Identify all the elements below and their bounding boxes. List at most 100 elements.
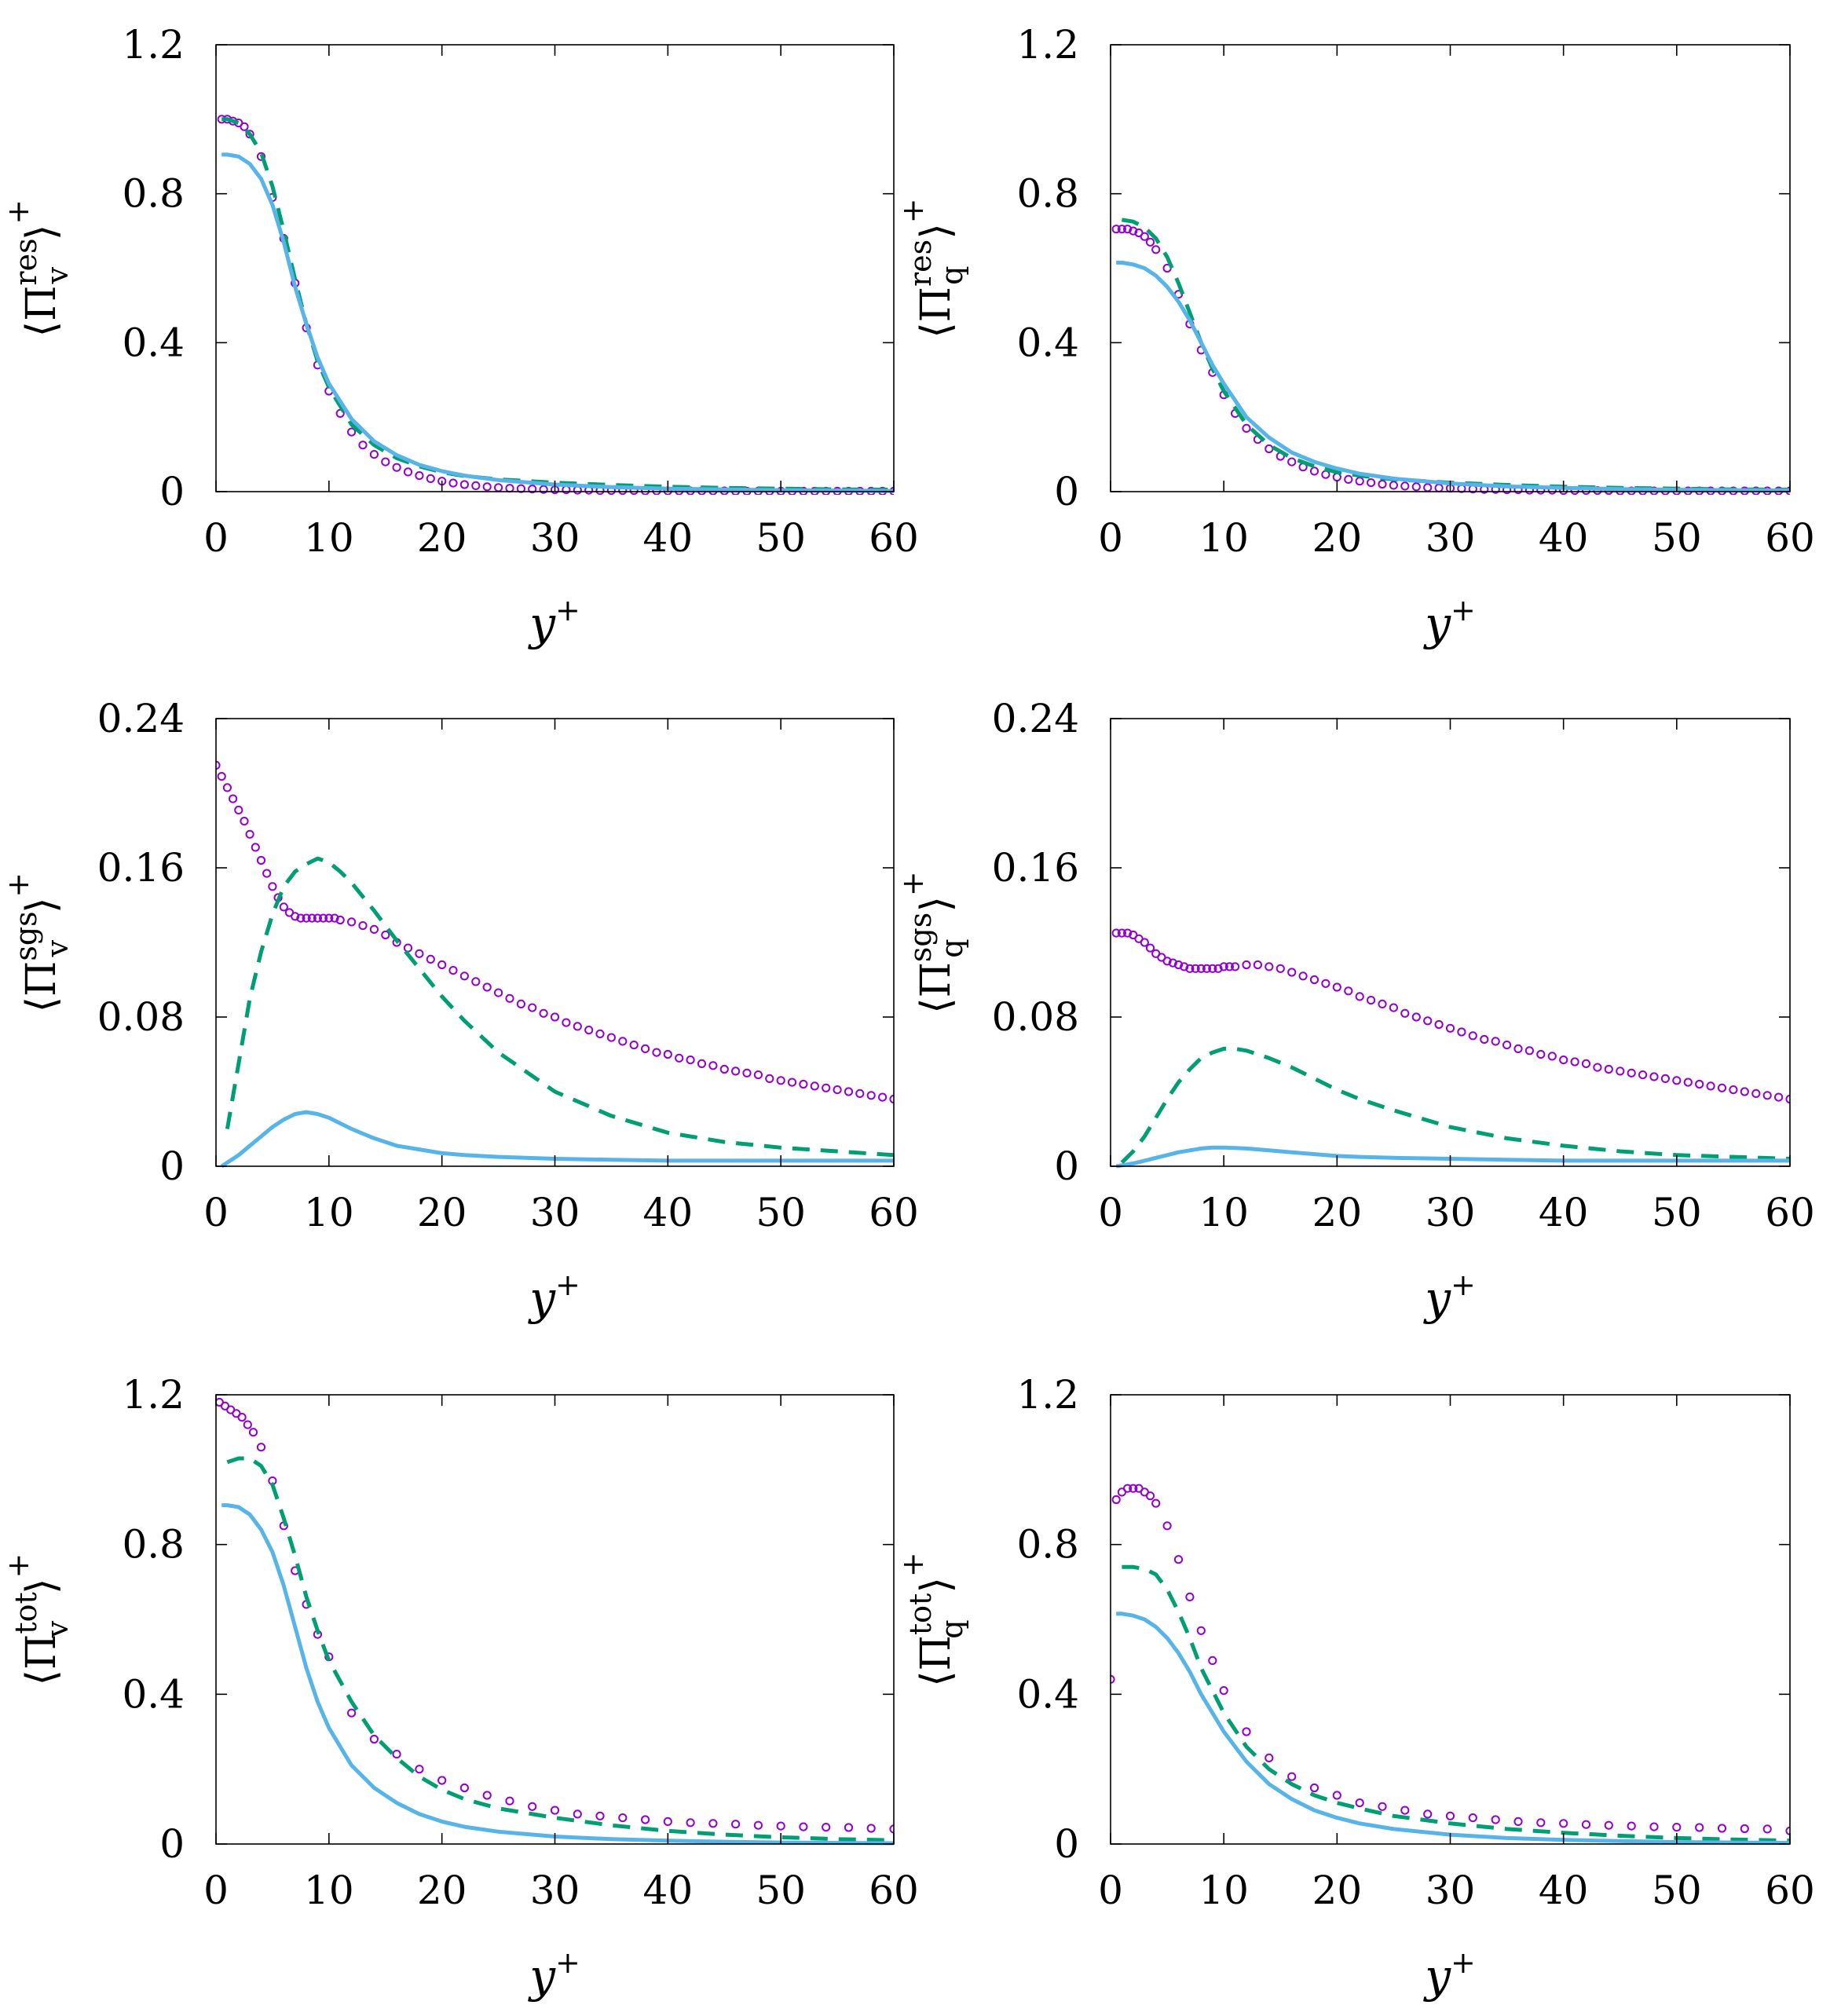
data-point: [1457, 1027, 1466, 1037]
x-axis-label: y+: [527, 1268, 580, 1325]
data-point: [1524, 1046, 1535, 1056]
data-point: [1468, 1031, 1477, 1041]
x-axis-label: y+: [527, 1945, 580, 2003]
x-tick-label: 10: [304, 1868, 354, 1913]
data-point: [1672, 1823, 1682, 1832]
y-tick-label: 0: [159, 1143, 185, 1189]
data-point: [1513, 1044, 1523, 1054]
data-point: [595, 1029, 605, 1039]
data-point: [347, 427, 357, 437]
data-point: [268, 882, 277, 891]
y-tick-label: 0.16: [97, 845, 185, 891]
data-point: [1309, 1783, 1319, 1793]
data-point: [697, 1059, 707, 1069]
data-point: [1411, 482, 1421, 492]
data-point: [1219, 962, 1228, 971]
data-point: [1400, 1008, 1410, 1018]
x-tick-label: 30: [530, 515, 580, 561]
data-point: [505, 993, 514, 1003]
data-point: [776, 1821, 785, 1831]
data-point: [216, 760, 221, 770]
data-point: [1111, 928, 1121, 938]
x-tick-label: 60: [869, 1868, 919, 1913]
data-point: [1762, 1824, 1772, 1834]
y-tick-label: 0.16: [992, 845, 1079, 891]
y-tick-label: 0: [159, 1821, 185, 1867]
data-point: [1129, 1484, 1138, 1493]
data-point: [330, 913, 339, 923]
data-point: [708, 1061, 718, 1070]
data-point: [686, 1056, 695, 1065]
data-point: [307, 913, 317, 923]
x-tick-label: 20: [1312, 515, 1363, 561]
data-point: [1151, 1498, 1161, 1508]
x-tick-label: 0: [203, 515, 229, 561]
data-point: [1434, 483, 1444, 492]
data-point: [437, 1776, 447, 1785]
data-point: [889, 1094, 894, 1104]
data-point: [1367, 478, 1376, 488]
data-point: [505, 1796, 514, 1806]
data-point: [1367, 996, 1376, 1005]
series-dashed: [1122, 1564, 1790, 1843]
data-point: [1123, 225, 1133, 234]
data-point: [539, 485, 548, 494]
data-point: [1145, 1491, 1155, 1501]
series-open-circles: [216, 1397, 894, 1834]
y-tick-label: 0.8: [1016, 171, 1079, 217]
data-point: [1151, 245, 1161, 254]
data-point: [1740, 1087, 1749, 1096]
x-tick-label: 50: [1652, 515, 1702, 561]
data-point: [358, 441, 368, 450]
series-open-circles: [217, 115, 894, 495]
y-tick-label: 0.24: [97, 696, 185, 741]
x-tick-label: 50: [756, 515, 806, 561]
x-tick-label: 40: [1539, 1868, 1589, 1913]
data-point: [765, 1074, 774, 1084]
data-point: [1559, 1819, 1568, 1828]
data-point: [1695, 1079, 1704, 1089]
data-point: [369, 924, 379, 935]
y-tick-label: 1.2: [122, 1372, 185, 1418]
y-axis-label: ⟨Πsgsq⟩+: [895, 871, 969, 1013]
series-line: [226, 1456, 894, 1842]
series-line: [1116, 260, 1790, 493]
series-solid: [1115, 1145, 1790, 1169]
data-point: [1242, 1727, 1251, 1736]
data-point: [1672, 1076, 1682, 1085]
data-point: [1536, 1049, 1546, 1059]
data-point: [1265, 1753, 1274, 1762]
data-point: [1762, 1091, 1772, 1100]
series-open-circles: [1111, 1484, 1790, 1835]
series-open-circles: [1111, 225, 1790, 495]
data-point: [1168, 958, 1177, 968]
data-point: [1196, 964, 1206, 973]
data-point: [1649, 1072, 1659, 1081]
data-point: [1253, 960, 1263, 970]
data-point: [753, 1070, 763, 1080]
chart-panel-middle-right: 0 10 20 30 40 50 60 0 0.08 0.16 0.24 y+ ⟨Πsgsq⟩+: [895, 696, 1815, 1325]
data-point: [291, 912, 300, 921]
data-point: [1276, 964, 1285, 973]
y-tick-label: 0: [159, 469, 185, 514]
data-point: [1389, 1003, 1399, 1012]
data-point: [550, 1806, 560, 1815]
data-point: [245, 829, 254, 839]
data-point: [516, 999, 526, 1009]
series-line: [221, 117, 894, 492]
data-point: [1581, 1820, 1591, 1829]
series-solid: [1116, 1612, 1790, 1846]
data-point: [505, 484, 514, 493]
data-point: [1423, 1016, 1433, 1026]
y-axis-label: ⟨Πresv⟩+: [1, 199, 75, 337]
x-tick-label: 30: [530, 1868, 580, 1913]
y-axis-label: ⟨Πsgsv⟩+: [1, 873, 75, 1013]
data-point: [1242, 423, 1251, 434]
x-tick-label: 40: [643, 515, 694, 561]
data-point: [234, 805, 243, 815]
series-line: [1122, 218, 1790, 492]
chart-panel-bottom-left: 0 10 20 30 40 50 60 0 0.4 0.8 1.2 y+ ⟨Πtotv⟩+: [1, 1372, 919, 2003]
data-point: [1129, 226, 1138, 236]
x-tick-label: 0: [1098, 1190, 1123, 1235]
data-point: [1123, 1484, 1133, 1493]
